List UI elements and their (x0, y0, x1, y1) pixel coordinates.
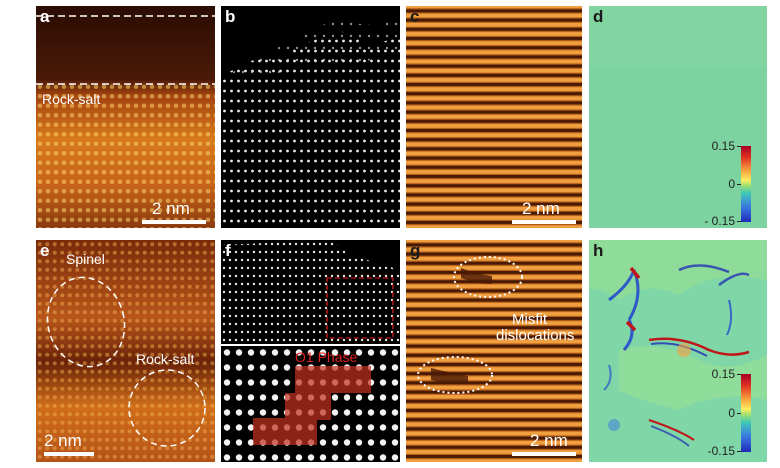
panel-b-letter: b (225, 7, 236, 26)
panel-c-letter: c (410, 7, 420, 26)
panel-c-scale-bar: 2 nm (512, 200, 576, 224)
panel-e-scale-bar: 2 nm (44, 432, 104, 456)
panel-a-letter: a (40, 7, 50, 26)
panel-c-scale-label: 2 nm (522, 199, 560, 218)
panel-c-fringe-image: c 2 nm (406, 6, 582, 228)
panel-d-colorbar-mid: 0 (728, 177, 735, 191)
panel-e-letter: e (40, 241, 50, 260)
panel-h-colorbar-max: 0.15 (711, 367, 735, 381)
panel-d-strain-map: d 0.15 0 - 0.15 (589, 6, 767, 228)
panel-d-colorbar-min: - 0.15 (704, 214, 735, 228)
panel-d-colorbar-max: 0.15 (711, 139, 735, 153)
panel-b-filtered-atom-image: b (221, 6, 400, 228)
panel-g-fringe-image: g Misfit dislocations 2 nm (406, 240, 582, 462)
panel-g-misfit-label: Misfit (512, 311, 547, 328)
panel-d-letter: d (593, 7, 604, 26)
panel-h-colorbar-mid: 0 (728, 406, 735, 420)
panel-g-letter: g (410, 241, 421, 260)
panel-d-colorbar: 0.15 0 - 0.15 (704, 140, 751, 227)
panel-a-haadf-image: a Rock-salt 2 nm (36, 6, 215, 228)
panel-a-scale-label: 2 nm (152, 199, 190, 218)
panel-g-scale-bar: 2 nm (512, 432, 576, 456)
panel-f-letter: f (225, 241, 231, 260)
panel-g-dislocations-label: dislocations (496, 327, 575, 344)
panel-e-rock-salt-label: Rock-salt (136, 351, 195, 367)
panel-f-o1-phase-label: O1 Phase (295, 349, 358, 365)
panel-h-colorbar-min: -0.15 (707, 444, 735, 458)
panel-a-scale-bar: 2 nm (142, 200, 206, 224)
panel-a-rock-salt-label: Rock-salt (42, 91, 101, 107)
panel-e-scale-label: 2 nm (44, 431, 82, 450)
panel-e-haadf-image: e Spinel Rock-salt 2 nm (36, 240, 215, 462)
panel-h-strain-map: h 0.15 0 -0.15 (589, 240, 767, 462)
panel-g-scale-label: 2 nm (530, 431, 568, 450)
panel-f-atom-image: f O1 Phase (221, 240, 400, 462)
panel-e-spinel-label: Spinel (66, 251, 105, 267)
panel-h-colorbar: 0.15 0 -0.15 (708, 368, 751, 457)
panel-h-letter: h (593, 241, 604, 260)
